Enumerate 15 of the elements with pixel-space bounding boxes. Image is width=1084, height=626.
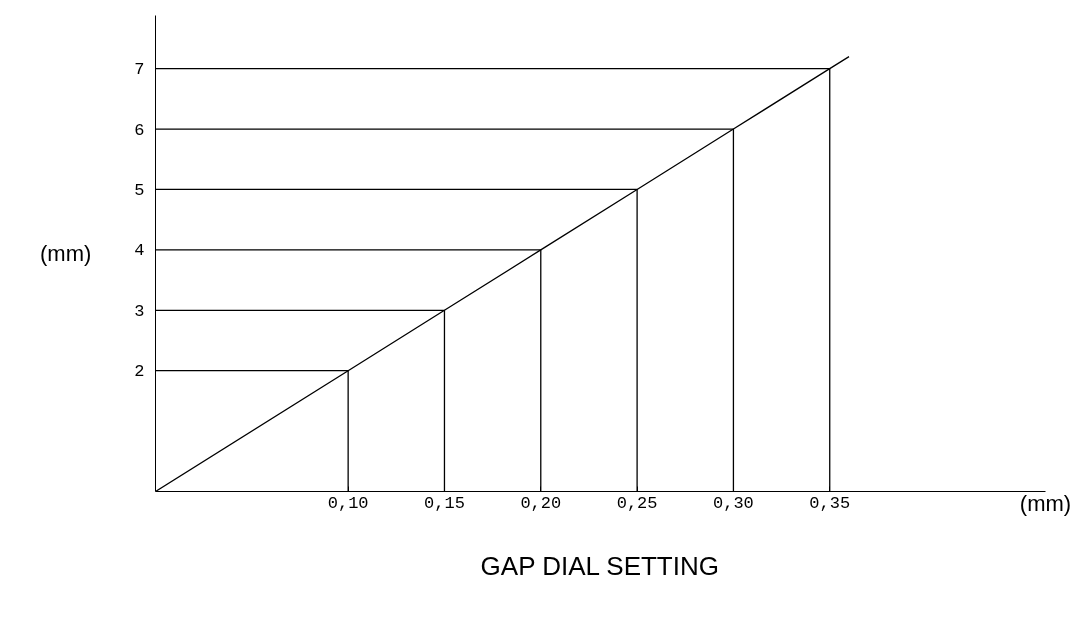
- x-tick-label: 0,20: [520, 493, 562, 513]
- y-tick-label: 5: [134, 180, 145, 200]
- y-tick-label: 7: [134, 60, 145, 80]
- x-axis-title: (mm): [1019, 490, 1072, 516]
- y-tick-label: 4: [134, 241, 145, 261]
- x-tick-label: 0,30: [713, 493, 754, 513]
- x-tick-label: 0,35: [809, 493, 851, 513]
- text: GAP DIAL SETTING: [480, 550, 719, 581]
- y-tick-label: 3: [134, 301, 145, 321]
- y-tick-label: 6: [134, 120, 145, 140]
- x-tick-label: 0,15: [424, 493, 465, 513]
- x-tick-label: 0,25: [616, 493, 658, 513]
- x-tick-label: 0,10: [327, 493, 369, 513]
- y-tick-label: 2: [134, 362, 145, 382]
- y-axis-title: (mm): [39, 241, 92, 266]
